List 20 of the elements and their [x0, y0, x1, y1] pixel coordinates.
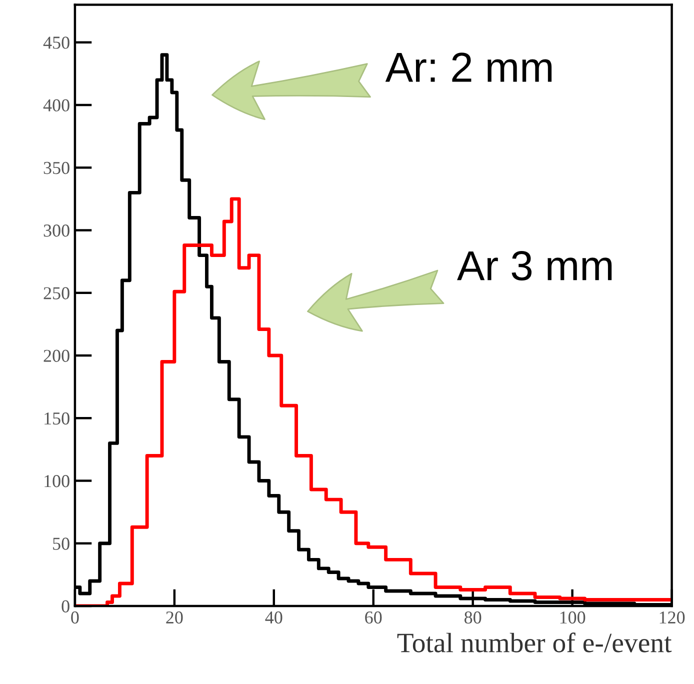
x-tick-label: 120	[660, 611, 685, 624]
y-tick-label: 350	[44, 162, 70, 174]
y-tick-label: 100	[44, 475, 70, 488]
x-axis-title: Total number of e-/event	[397, 632, 672, 652]
y-tick-label: 400	[43, 99, 70, 112]
y-tick-label: 300	[44, 224, 70, 237]
x-tick-label: 80	[464, 611, 482, 624]
y-tick-label: 450	[43, 36, 70, 49]
annotation: Ar: 2 mm	[385, 52, 552, 82]
annotation: Ar 3 mm	[457, 251, 612, 281]
y-tick-label: 250	[44, 287, 70, 300]
x-tick-label: 20	[166, 611, 183, 624]
y-tick-label: 50	[53, 538, 70, 550]
y-tick-label: 200	[44, 350, 70, 362]
x-tick-label: 60	[365, 611, 382, 624]
y-tick-label: 150	[44, 412, 70, 425]
y-tick-label: 0	[62, 600, 70, 612]
x-tick-label: 0	[71, 611, 79, 624]
x-tick-label: 40	[265, 611, 282, 624]
x-tick-label: 100	[560, 611, 586, 624]
